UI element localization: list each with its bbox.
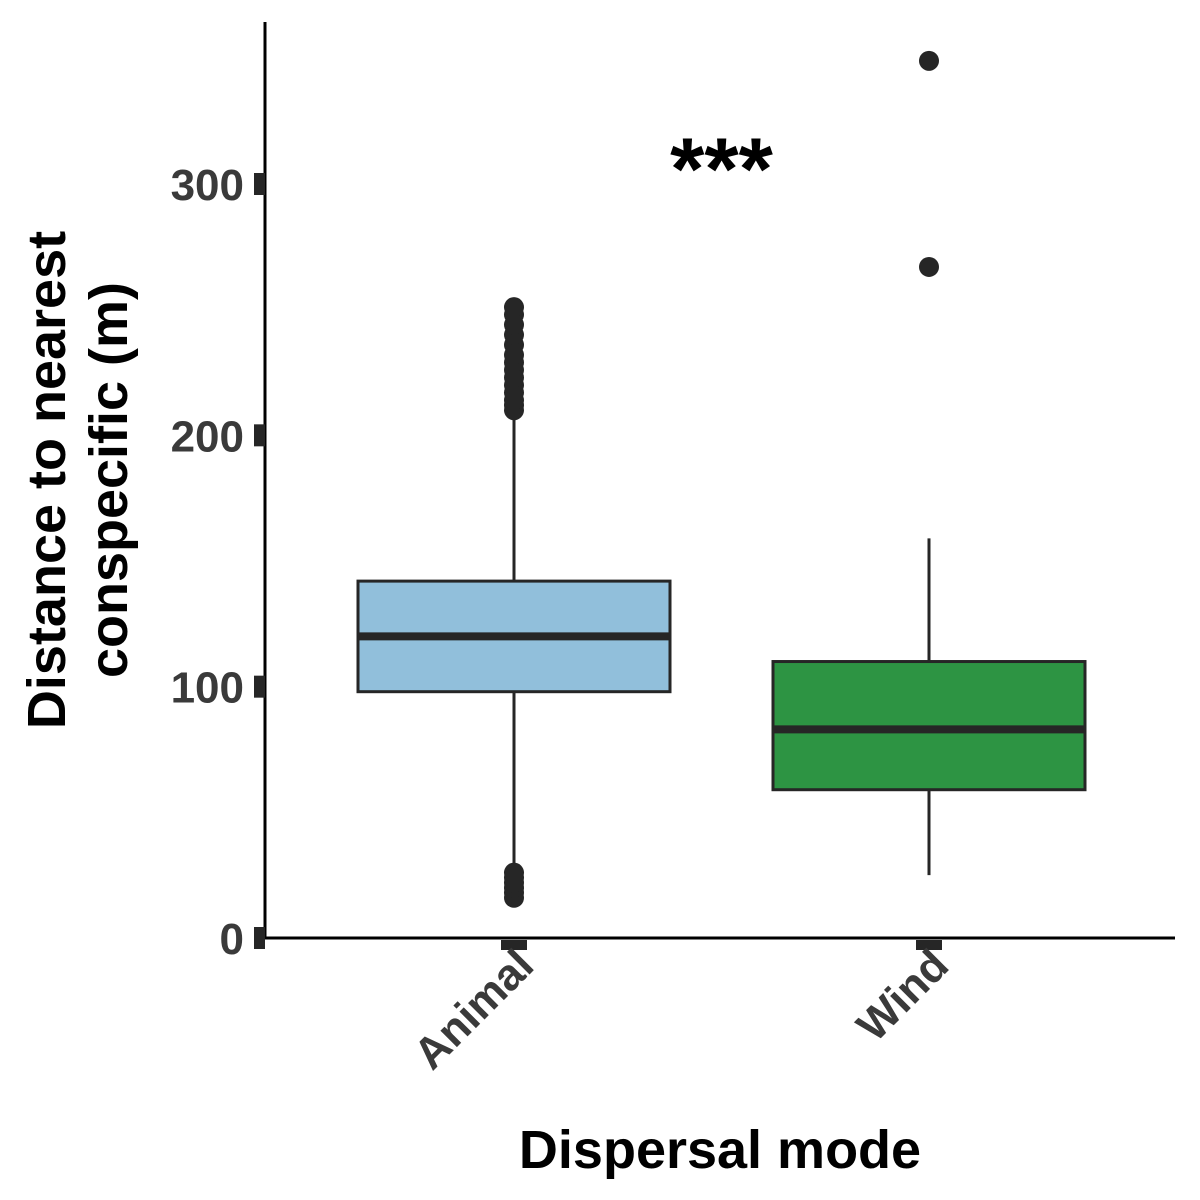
- y-axis-title: Distance to nearest conspecific (m): [17, 231, 139, 729]
- y-axis-title-line-1: Distance to nearest: [17, 231, 77, 729]
- y-tick-mark-200: [254, 424, 265, 447]
- box-wind: [771, 50, 1087, 876]
- outlier-point-animal-19: [504, 297, 524, 318]
- y-tick-label-0: 0: [220, 915, 244, 964]
- y-tick-mark-100: [254, 675, 265, 698]
- y-axis-ticks: 0 100 200 300: [171, 161, 265, 964]
- box-animal: [356, 297, 672, 908]
- y-axis-title-line-2: conspecific (m): [79, 282, 139, 678]
- x-axis-ticks: Animal Wind: [405, 940, 958, 1079]
- y-tick-label-300: 300: [171, 161, 244, 210]
- y-tick-mark-300: [254, 173, 265, 195]
- x-tick-mark-wind: [916, 940, 942, 950]
- y-tick-label-200: 200: [171, 412, 244, 461]
- x-tick-mark-animal: [501, 940, 527, 950]
- significance-annotation: ***: [670, 119, 773, 218]
- outlier-point-animal-5: [504, 862, 524, 883]
- y-tick-label-100: 100: [171, 664, 244, 713]
- x-axis-title: Dispersal mode: [519, 1120, 921, 1180]
- outlier-point-wind-0: [919, 256, 939, 277]
- outlier-point-wind-1: [919, 50, 939, 71]
- y-tick-mark-0: [254, 927, 265, 949]
- plot-marks: [356, 50, 1087, 908]
- x-tick-label-wind: Wind: [848, 940, 958, 1050]
- x-tick-label-animal: Animal: [405, 940, 543, 1078]
